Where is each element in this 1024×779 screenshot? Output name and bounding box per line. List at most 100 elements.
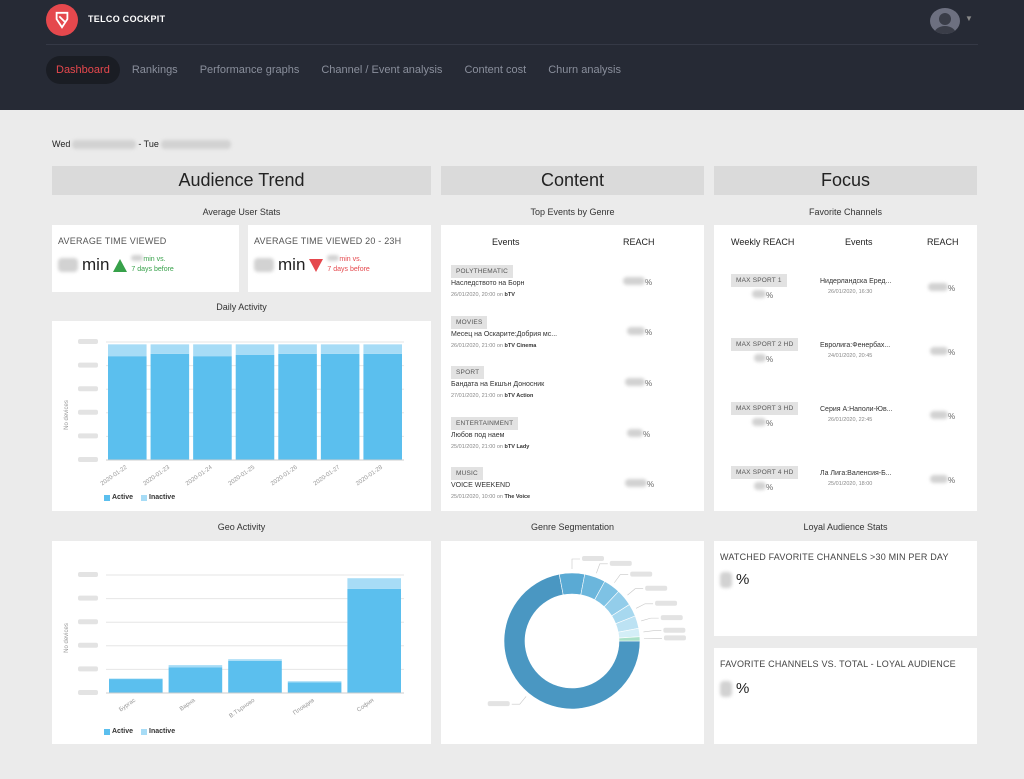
- nav-channel-event-analysis[interactable]: Channel / Event analysis: [321, 64, 443, 76]
- favorite-channels-title: Favorite Channels: [808, 207, 883, 217]
- legend-active[interactable]: Active: [104, 494, 133, 501]
- bar-active[interactable]: [320, 353, 360, 460]
- bar-inactive[interactable]: [320, 344, 360, 354]
- fav-reach-header: REACH: [927, 237, 959, 247]
- slice-leader-line: [627, 588, 644, 596]
- fav-event-title[interactable]: Нидерландска Еред...: [820, 278, 892, 285]
- geo-activity-card: No devices Бургас Варна В.Търново Пловдив Со…: [52, 541, 431, 744]
- bar-active[interactable]: [347, 588, 401, 693]
- channel-tag[interactable]: MAX SPORT 1: [731, 274, 787, 287]
- channel-tag[interactable]: MAX SPORT 3 HD: [731, 402, 799, 415]
- y-tick-label: [78, 339, 98, 344]
- genre-tag: POLYTHEMATIC: [451, 265, 513, 278]
- date-end-value: [160, 139, 231, 149]
- bar-inactive[interactable]: [193, 344, 232, 357]
- daily-y-label: No devices: [64, 400, 70, 430]
- geo-activity-chart: No devices Бургас Варна В.Търново Пловдив Со…: [64, 572, 404, 720]
- trend-up-icon: [113, 258, 128, 272]
- fav-event-title[interactable]: Ла Лига:Валенсия-Б...: [820, 470, 892, 477]
- legend-active[interactable]: Active: [104, 728, 133, 735]
- content-header: Content: [441, 166, 704, 195]
- donut-slice[interactable]: [558, 572, 586, 596]
- nav-performance-graphs[interactable]: Performance graphs: [199, 64, 300, 76]
- genre-tag: ENTERTAINMENT: [451, 417, 519, 430]
- fav-events-header: Events: [845, 237, 873, 247]
- avg-time-prime-number: [254, 258, 274, 272]
- fav-event-reach: %: [930, 475, 955, 485]
- donut-slice[interactable]: [618, 636, 641, 642]
- chevron-down-icon[interactable]: ▼: [965, 14, 973, 23]
- bar-inactive[interactable]: [347, 578, 401, 589]
- bar-active[interactable]: [363, 353, 402, 460]
- event-title[interactable]: Наследството на Борн: [451, 280, 525, 287]
- channel-tag[interactable]: MAX SPORT 4 HD: [731, 466, 799, 479]
- fav-event-reach: %: [930, 411, 955, 421]
- bar-inactive[interactable]: [168, 665, 223, 668]
- y-tick-label: [78, 619, 98, 625]
- slice-label: [487, 701, 510, 707]
- bar-active[interactable]: [168, 667, 223, 693]
- bar-inactive[interactable]: [278, 344, 317, 354]
- top-events-title: Top Events by Genre: [530, 207, 615, 217]
- bar-active[interactable]: [235, 354, 275, 460]
- bar-inactive[interactable]: [287, 681, 342, 683]
- slice-label: [609, 560, 632, 566]
- y-tick-label: [78, 409, 98, 415]
- bar-inactive[interactable]: [108, 344, 147, 357]
- bar-inactive[interactable]: [363, 344, 402, 354]
- legend-inactive[interactable]: Inactive: [141, 728, 175, 735]
- loyal-audience-title: Loyal Audience Stats: [803, 522, 888, 532]
- nav-churn-analysis[interactable]: Churn analysis: [548, 64, 621, 76]
- x-tick-label: В.Търново: [229, 697, 257, 719]
- avg-time-card: AVERAGE TIME VIEWED min min vs. 7 days be…: [52, 225, 239, 292]
- channel-tag[interactable]: MAX SPORT 2 HD: [731, 338, 799, 351]
- avg-time-prime-label: AVERAGE TIME VIEWED 20 - 23H: [254, 236, 402, 246]
- bar-active[interactable]: [108, 356, 147, 460]
- event-title[interactable]: Бандата на Екшън Доносник: [451, 381, 545, 388]
- bar-inactive[interactable]: [109, 678, 163, 680]
- slice-label: [630, 571, 653, 577]
- avg-time-unit: min: [82, 255, 110, 274]
- nav-dashboard[interactable]: Dashboard: [46, 56, 120, 84]
- event-reach: %: [625, 378, 652, 388]
- event-title[interactable]: VOICE WEEKEND: [451, 482, 511, 489]
- app-logo[interactable]: [46, 4, 78, 36]
- fav-event-title[interactable]: Евролига:Фенербах...: [820, 342, 891, 349]
- nav-content-cost[interactable]: Content cost: [464, 64, 527, 76]
- avg-time-prime-card: AVERAGE TIME VIEWED 20 - 23H min min vs.…: [248, 225, 431, 292]
- bar-active[interactable]: [287, 682, 342, 693]
- avg-time-prime-value: min min vs. 7 days before: [254, 255, 370, 275]
- slice-label: [663, 627, 686, 633]
- nav-rankings[interactable]: Rankings: [131, 64, 178, 76]
- logo-icon: [55, 11, 69, 29]
- bar-active[interactable]: [109, 679, 163, 693]
- avg-time-value: min min vs. 7 days before: [58, 255, 174, 275]
- slice-leader-line: [571, 558, 580, 569]
- y-tick-label: [78, 572, 98, 577]
- weekly-reach-value: %: [754, 354, 773, 364]
- top-events-card: Events REACH POLYTHEMATIC Наследството н…: [441, 225, 704, 511]
- bar-inactive[interactable]: [228, 659, 282, 661]
- donut-slice[interactable]: [503, 573, 641, 710]
- avg-user-stats-title: Average User Stats: [202, 207, 281, 217]
- date-start-label: Wed: [52, 139, 71, 149]
- bar-active[interactable]: [278, 353, 317, 460]
- user-avatar[interactable]: [930, 8, 960, 34]
- event-title[interactable]: Любов под наем: [451, 432, 505, 439]
- fav-event-title[interactable]: Серия А:Наполи-Юв...: [820, 406, 893, 413]
- bar-inactive[interactable]: [235, 344, 275, 355]
- bar-active[interactable]: [228, 660, 282, 693]
- bar-active[interactable]: [150, 353, 190, 460]
- bar-active[interactable]: [193, 356, 232, 460]
- avg-time-number: [58, 258, 78, 272]
- nav-divider: [46, 44, 978, 45]
- genre-segmentation-card: [441, 541, 704, 744]
- bar-inactive[interactable]: [150, 344, 190, 354]
- event-title[interactable]: Месец на Оскарите:Добрия мс...: [451, 331, 558, 338]
- x-tick-label: София: [356, 698, 375, 714]
- top-bar: TELCO COCKPIT ▼ Dashboard Rankings Perfo…: [0, 0, 1024, 110]
- trend-down-icon: [309, 258, 324, 272]
- event-reach: %: [627, 327, 652, 337]
- y-tick-label: [78, 457, 98, 462]
- legend-inactive[interactable]: Inactive: [141, 494, 175, 501]
